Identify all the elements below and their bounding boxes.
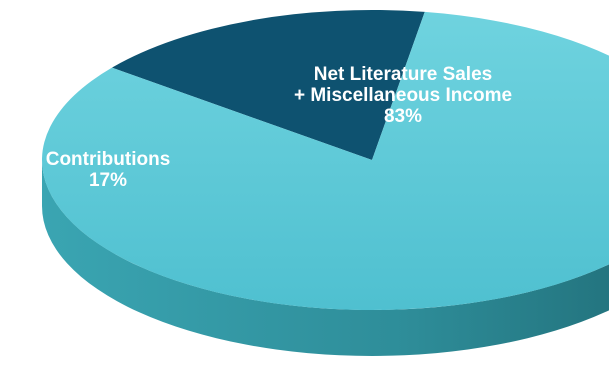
slice-net-literature-sales bbox=[42, 11, 609, 310]
slice-label-line: Net Literature Sales bbox=[313, 64, 493, 85]
slice-label-line: + Miscellaneous Income bbox=[293, 85, 513, 106]
slice-contributions bbox=[111, 10, 425, 161]
slice-value-label: 17% bbox=[88, 170, 128, 191]
slice-value-label: 83% bbox=[383, 106, 423, 127]
slice-label-line: Contributions bbox=[45, 149, 171, 170]
slice-side-net-literature-sales bbox=[42, 160, 609, 356]
slice-label-net-literature-sales: Net Literature Sales + Miscellaneous Inc… bbox=[268, 64, 538, 127]
slice-label-contributions: Contributions 17% bbox=[38, 149, 178, 191]
